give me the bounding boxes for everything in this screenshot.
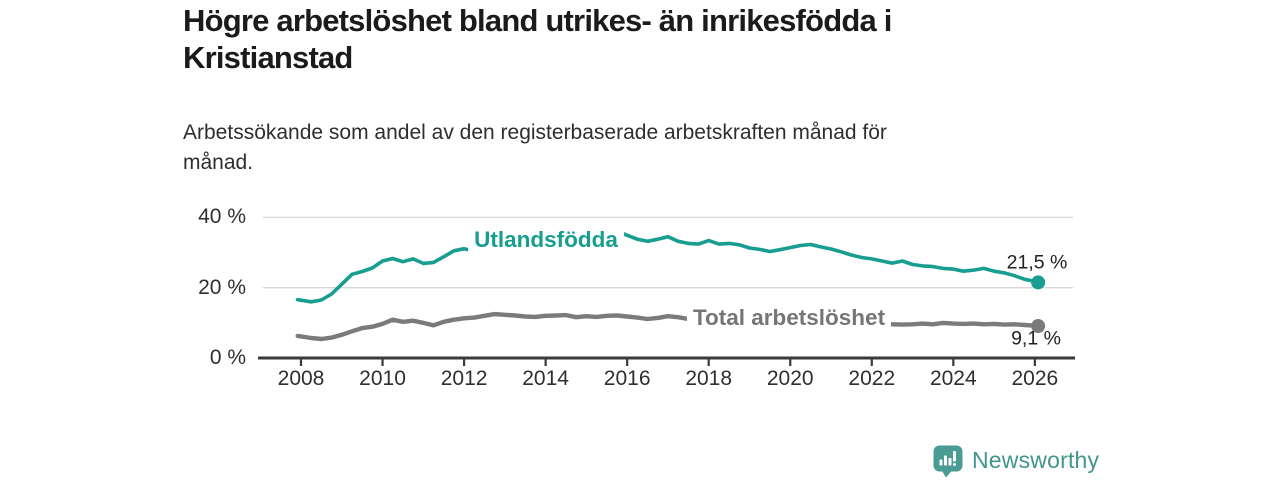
y-axis-tick-label-40: 40 % (198, 205, 246, 228)
y-axis-tick-label-0: 0 % (209, 346, 246, 369)
x-axis-tick-label-2022: 2022 (848, 367, 896, 390)
x-axis-tick-label-2016: 2016 (603, 367, 651, 390)
x-axis-tick-label-2010: 2010 (359, 367, 406, 390)
y-axis-tick-label-20: 20 % (198, 276, 246, 299)
x-axis-tick-label-2024: 2024 (929, 367, 977, 390)
end-value-label-utlandsfodda: 21,5 % (1006, 251, 1068, 274)
x-axis-tick-label-2012: 2012 (440, 367, 488, 390)
end-dot-utlandsfodda (1031, 275, 1046, 290)
chart-subtitle: Arbetssökande som andel av den registerb… (183, 118, 1063, 178)
title-line-2: Kristianstad (183, 40, 353, 75)
x-axis-tick-label-2018: 2018 (685, 367, 733, 390)
x-axis-tick-label-2008: 2008 (277, 367, 325, 390)
series-line-total (295, 311, 1041, 342)
bar-chart-speech-bubble-icon (933, 445, 963, 478)
end-value-label-total: 9,1 % (1011, 327, 1061, 350)
series-label-utlandsfodda: Utlandsfödda (468, 225, 624, 255)
newsworthy-logo: Newsworthy (933, 445, 1193, 479)
newsworthy-wordmark: Newsworthy (972, 447, 1100, 473)
subtitle-line-2: månad. (183, 151, 254, 174)
x-axis-tick-label-2026: 2026 (1011, 367, 1059, 390)
title-line-1: Högre arbetslöshet bland utrikes- än inr… (183, 3, 892, 38)
page-title: Högre arbetslöshet bland utrikes- än inr… (183, 2, 1043, 76)
series-line-utlandsfodda (295, 229, 1040, 304)
subtitle-line-1: Arbetssökande som andel av den registerb… (183, 121, 887, 144)
x-axis-tick-label-2014: 2014 (522, 367, 569, 390)
series-label-total-arbetsloshet: Total arbetslöshet (686, 303, 892, 333)
x-axis-tick-label-2020: 2020 (766, 367, 814, 390)
end-dot-total (1031, 319, 1046, 334)
